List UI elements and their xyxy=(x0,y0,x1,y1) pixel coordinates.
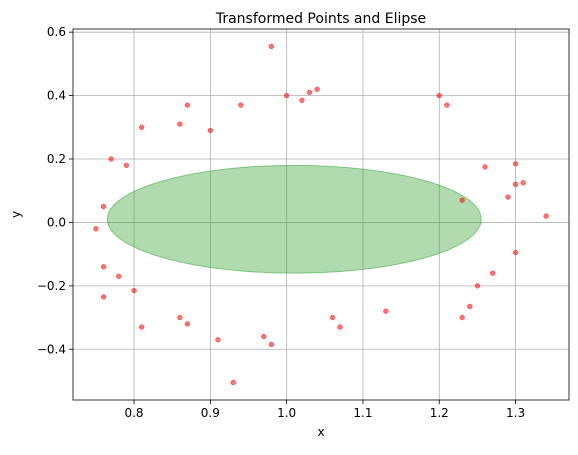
y-tick-label: 0.2 xyxy=(47,152,66,166)
scatter-point xyxy=(184,321,191,327)
scatter-point xyxy=(337,324,343,330)
scatter-point xyxy=(100,264,107,270)
ticks: 0.8 0.9 1.0 1.1 1.2 1.3 −0.4 −0.2 0.0 0.2 0.4 0.6 xyxy=(37,25,525,420)
points-layer xyxy=(93,43,549,386)
scatter-point xyxy=(444,102,450,108)
scatter-point xyxy=(261,333,267,340)
x-tick-label: 1.2 xyxy=(430,406,449,420)
scatter-point xyxy=(177,121,183,127)
scatter-point xyxy=(512,249,519,256)
x-axis-label: x xyxy=(317,425,324,439)
scatter-point xyxy=(314,86,320,92)
scatter-point xyxy=(459,197,465,203)
x-tick-label: 1.1 xyxy=(353,406,372,420)
scatter-point xyxy=(108,156,114,162)
y-tick-label: −0.4 xyxy=(37,342,66,356)
scatter-point xyxy=(467,303,473,310)
ellipse xyxy=(106,164,482,274)
scatter-point xyxy=(306,89,313,96)
scatter-point xyxy=(474,283,481,289)
scatter-point xyxy=(177,314,183,321)
scatter-point xyxy=(436,92,442,99)
scatter-point xyxy=(512,161,519,167)
x-tick-label: 1.0 xyxy=(277,406,296,420)
grid xyxy=(73,29,569,400)
y-tick-label: 0.0 xyxy=(47,215,66,229)
scatter-point xyxy=(299,97,305,103)
scatter-point xyxy=(131,287,137,294)
scatter-point xyxy=(230,379,236,386)
scatter-point xyxy=(123,162,130,169)
scatter-point xyxy=(100,294,107,300)
ellipse-layer xyxy=(106,164,482,274)
scatter-point xyxy=(505,194,511,200)
scatter-point xyxy=(116,273,122,279)
y-tick-label: 0.4 xyxy=(47,89,66,103)
x-tick-label: 0.8 xyxy=(124,406,143,420)
scatter-point xyxy=(383,308,389,314)
scatter-point xyxy=(268,341,275,348)
y-tick-label: −0.2 xyxy=(37,279,66,293)
y-tick-label: 0.6 xyxy=(47,25,66,39)
scatter-point xyxy=(268,43,275,50)
scatter-point xyxy=(184,102,191,108)
plot-frame xyxy=(72,28,570,401)
scatter-point xyxy=(139,124,145,130)
scatter-point xyxy=(329,314,336,321)
scatter-point xyxy=(207,127,214,134)
scatter-point xyxy=(284,92,290,99)
scatter-point xyxy=(543,213,549,219)
scatter-point xyxy=(459,314,465,321)
chart-title: Transformed Points and Elipse xyxy=(215,11,426,27)
y-axis-label: y xyxy=(9,211,23,218)
scatter-point xyxy=(520,180,526,186)
scatter-point xyxy=(512,181,519,188)
scatter-point xyxy=(482,164,488,170)
scatter-point xyxy=(139,324,145,330)
x-tick-label: 0.9 xyxy=(201,406,220,420)
scatter-point xyxy=(93,226,99,232)
x-tick-label: 1.3 xyxy=(506,406,525,420)
scatter-point xyxy=(100,203,107,210)
scatter-point xyxy=(215,337,221,343)
scatter-point xyxy=(490,270,496,276)
scatter-point xyxy=(238,102,244,108)
